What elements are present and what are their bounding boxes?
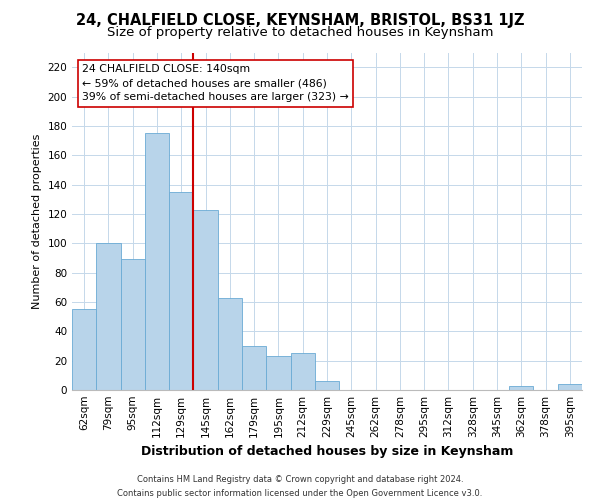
Bar [96,244,121,390]
Bar [218,298,242,390]
Text: Contains HM Land Registry data © Crown copyright and database right 2024.
Contai: Contains HM Land Registry data © Crown c… [118,476,482,498]
Bar [145,133,169,390]
Bar [290,354,315,390]
Bar [121,260,145,390]
Text: 24 CHALFIELD CLOSE: 140sqm
← 59% of detached houses are smaller (486)
39% of sem: 24 CHALFIELD CLOSE: 140sqm ← 59% of deta… [82,64,349,102]
Y-axis label: Number of detached properties: Number of detached properties [32,134,42,309]
Bar [193,210,218,390]
Text: 24, CHALFIELD CLOSE, KEYNSHAM, BRISTOL, BS31 1JZ: 24, CHALFIELD CLOSE, KEYNSHAM, BRISTOL, … [76,12,524,28]
Bar [72,310,96,390]
Bar [266,356,290,390]
Bar [558,384,582,390]
Bar [509,386,533,390]
Bar [169,192,193,390]
Text: Size of property relative to detached houses in Keynsham: Size of property relative to detached ho… [107,26,493,39]
Bar [315,381,339,390]
X-axis label: Distribution of detached houses by size in Keynsham: Distribution of detached houses by size … [141,446,513,458]
Bar [242,346,266,390]
